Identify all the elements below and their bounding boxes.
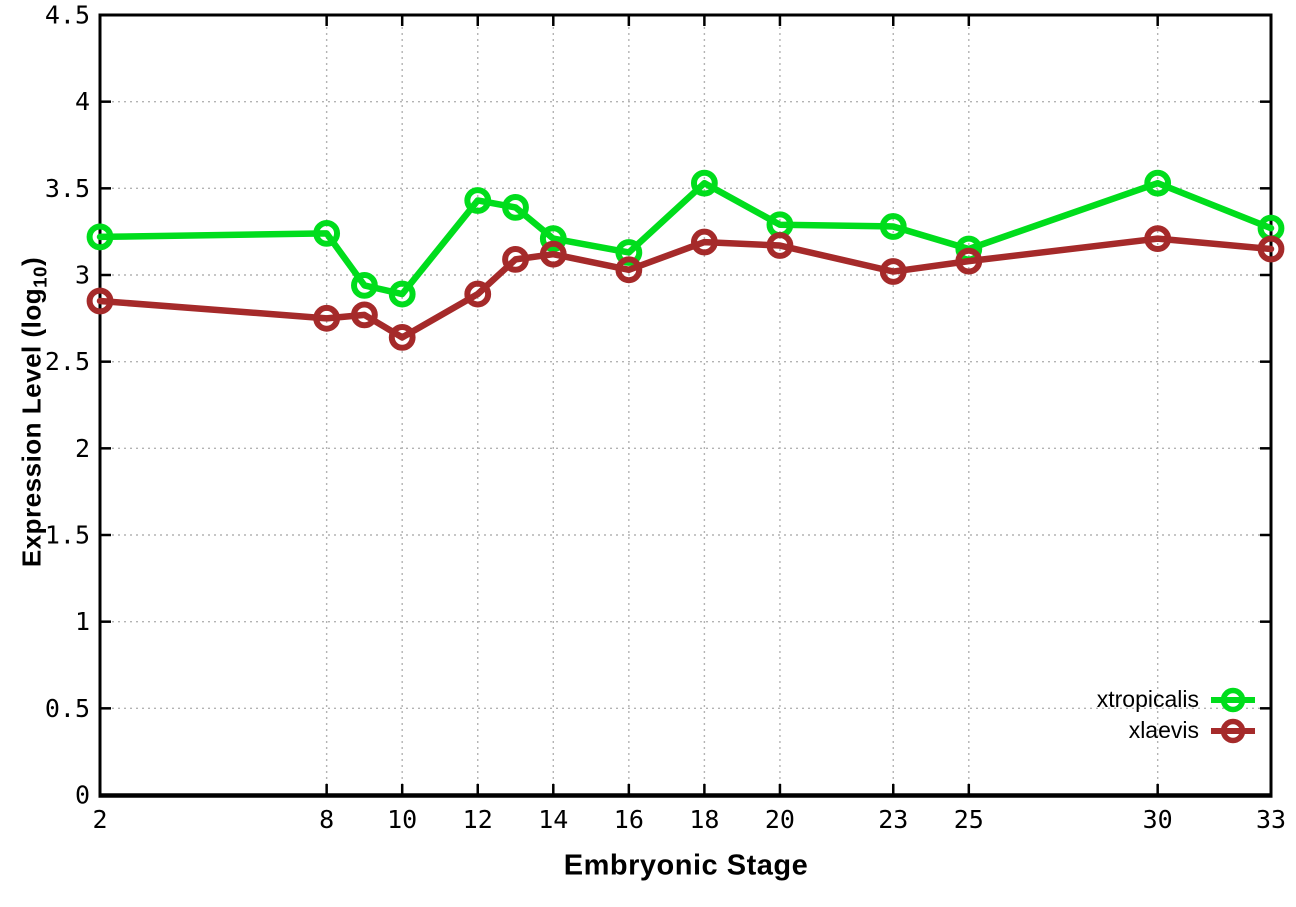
- x-tick-label: 25: [954, 805, 984, 834]
- data-point-marker: [1257, 235, 1285, 263]
- data-point-marker: [464, 280, 492, 308]
- data-point-marker: [388, 324, 416, 351]
- x-tick-label: 14: [538, 805, 568, 834]
- data-point-marker: [313, 304, 341, 332]
- x-tick-label: 12: [463, 805, 493, 834]
- series-xtropicalis: [86, 169, 1285, 308]
- y-axis-title: Expression Level (log10): [16, 257, 51, 567]
- x-tick-label: 33: [1256, 805, 1286, 834]
- y-tick-label: 4: [75, 87, 90, 116]
- data-point-marker: [879, 258, 907, 285]
- data-point-marker: [690, 169, 718, 197]
- data-point-marker: [955, 247, 983, 275]
- y-tick-label: 3.5: [45, 174, 90, 203]
- data-point-marker: [1144, 225, 1172, 253]
- y-tick-label: 1: [75, 607, 90, 636]
- x-tick-labels: 2 8 10 12 14 16 18 20 23 25 30 33: [92, 805, 1286, 834]
- legend-marker-xtropicalis: [1211, 687, 1255, 712]
- data-point-marker: [539, 225, 567, 253]
- legend-label: xlaevis: [1128, 717, 1199, 743]
- y-tick-label: 2: [75, 434, 90, 463]
- data-point-marker: [351, 301, 378, 329]
- data-point-marker: [464, 187, 492, 214]
- data-point-marker: [615, 239, 643, 266]
- x-tick-label: 30: [1143, 805, 1173, 834]
- x-axis-title: Embryonic Stage: [563, 849, 809, 882]
- y-tick-label: 4.5: [45, 1, 90, 30]
- y-axis-title-close: ): [16, 256, 47, 267]
- data-point-marker: [502, 246, 529, 273]
- x-tick-label: 18: [689, 805, 719, 834]
- axis-ticks: [98, 13, 1273, 797]
- y-axis-title-text: Expression Level (log: [16, 287, 47, 568]
- x-tick-label: 10: [387, 805, 417, 834]
- data-point-marker: [388, 280, 416, 308]
- x-tick-label: 2: [92, 805, 107, 834]
- data-point-marker: [313, 220, 341, 247]
- y-tick-label: 1.5: [45, 521, 90, 550]
- data-point-marker: [766, 232, 794, 259]
- x-tick-label: 20: [765, 805, 795, 834]
- legend: xtropicalis xlaevis: [1097, 684, 1257, 746]
- series-xlaevis: [86, 225, 1285, 351]
- series-line: [96, 235, 1275, 341]
- data-point-marker: [86, 287, 114, 315]
- data-point-marker: [615, 256, 643, 284]
- legend-label: xtropicalis: [1096, 686, 1199, 712]
- y-tick-labels: 0 0.5 1 1.5 2 2.5 3 3.5 4 4.5: [45, 1, 90, 810]
- data-point-marker: [690, 228, 718, 256]
- series-line: [96, 179, 1275, 298]
- data-point-marker: [539, 240, 567, 268]
- legend-marker-xlaevis: [1211, 718, 1255, 743]
- y-tick-label: 0: [75, 781, 90, 810]
- data-point-marker: [502, 194, 529, 221]
- x-tick-label: 23: [878, 805, 908, 834]
- data-point-marker: [1144, 169, 1172, 197]
- y-axis-title-subscript: 10: [29, 266, 51, 288]
- legend-row-xtropicalis: xtropicalis: [1097, 684, 1257, 715]
- gridlines: [99, 14, 1272, 796]
- y-tick-label: 3: [75, 261, 90, 290]
- y-tick-label: 2.5: [45, 347, 90, 376]
- x-tick-label: 16: [614, 805, 644, 834]
- plot-border: [98, 13, 1273, 797]
- data-point-marker: [86, 223, 114, 251]
- x-tick-label: 8: [319, 805, 334, 834]
- y-tick-label: 0.5: [45, 694, 90, 723]
- data-point-marker: [879, 213, 907, 240]
- data-point-marker: [351, 272, 378, 299]
- legend-row-xlaevis: xlaevis: [1097, 715, 1257, 746]
